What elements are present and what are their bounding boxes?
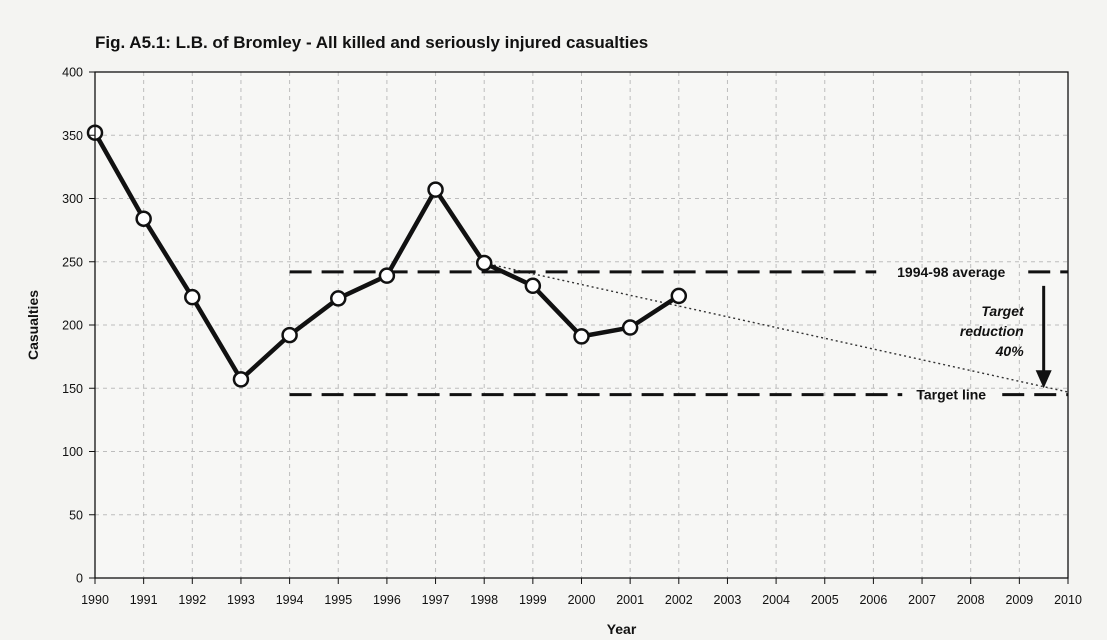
annotation-text: 40% (995, 343, 1025, 359)
x-tick-label: 2003 (714, 593, 742, 607)
x-tick-label: 2010 (1054, 593, 1082, 607)
x-tick-label: 1990 (81, 593, 109, 607)
x-tick-label: 1994 (276, 593, 304, 607)
x-tick-label: 1998 (470, 593, 498, 607)
y-tick-label: 100 (62, 445, 83, 459)
data-point (670, 287, 688, 305)
x-tick-label: 1996 (373, 593, 401, 607)
data-point (524, 277, 542, 295)
data-point (475, 254, 493, 272)
y-tick-label: 200 (62, 319, 83, 333)
y-axis-label: Casualties (25, 290, 41, 360)
y-tick-label: 400 (62, 66, 83, 80)
data-point (378, 267, 396, 284)
target-arrow-head (1035, 370, 1052, 389)
data-point (330, 290, 347, 307)
y-tick-label: 300 (62, 192, 83, 206)
x-tick-label: 1992 (178, 593, 206, 607)
data-point (135, 210, 152, 227)
data-point (427, 181, 444, 198)
y-tick-label: 150 (62, 382, 83, 396)
data-point (232, 371, 250, 388)
reference-line-label: 1994-98 average (897, 264, 1005, 280)
x-axis-label: Year (607, 621, 637, 637)
x-tick-label: 2002 (665, 593, 693, 607)
data-point (573, 328, 590, 345)
y-tick-label: 0 (76, 572, 83, 586)
x-tick-label: 2004 (762, 593, 790, 607)
annotation-text: Target (981, 303, 1025, 319)
data-series (86, 124, 688, 388)
x-tick-label: 1995 (324, 593, 352, 607)
y-tick-label: 350 (62, 129, 83, 143)
reference-line-label: Target line (916, 387, 986, 403)
y-tick-label: 50 (69, 508, 83, 522)
data-point (184, 288, 201, 306)
x-tick-label: 1999 (519, 593, 547, 607)
x-tick-label: 2007 (908, 593, 936, 607)
x-tick-label: 2006 (859, 593, 887, 607)
grid (94, 71, 1069, 579)
data-point (281, 326, 298, 344)
chart-title: Fig. A5.1: L.B. of Bromley - All killed … (95, 33, 648, 52)
x-tick-label: 2008 (957, 593, 985, 607)
x-tick-label: 2005 (811, 593, 839, 607)
reference-lines: 1994-98 average Target line Target reductio… (289, 262, 1069, 403)
data-point (621, 319, 639, 336)
plot-frame (94, 71, 1069, 579)
axes: 1990 1991 1992 1993 1994 1995 1996 1997 1998 1999… (62, 66, 1082, 608)
y-tick-label: 250 (62, 255, 83, 269)
x-tick-label: 2009 (1005, 593, 1033, 607)
annotation-text: reduction (960, 323, 1024, 339)
x-tick-label: 1997 (422, 593, 450, 607)
x-tick-label: 2000 (568, 593, 596, 607)
x-tick-label: 1993 (227, 593, 255, 607)
x-tick-label: 2001 (616, 593, 644, 607)
x-tick-label: 1991 (130, 593, 158, 607)
